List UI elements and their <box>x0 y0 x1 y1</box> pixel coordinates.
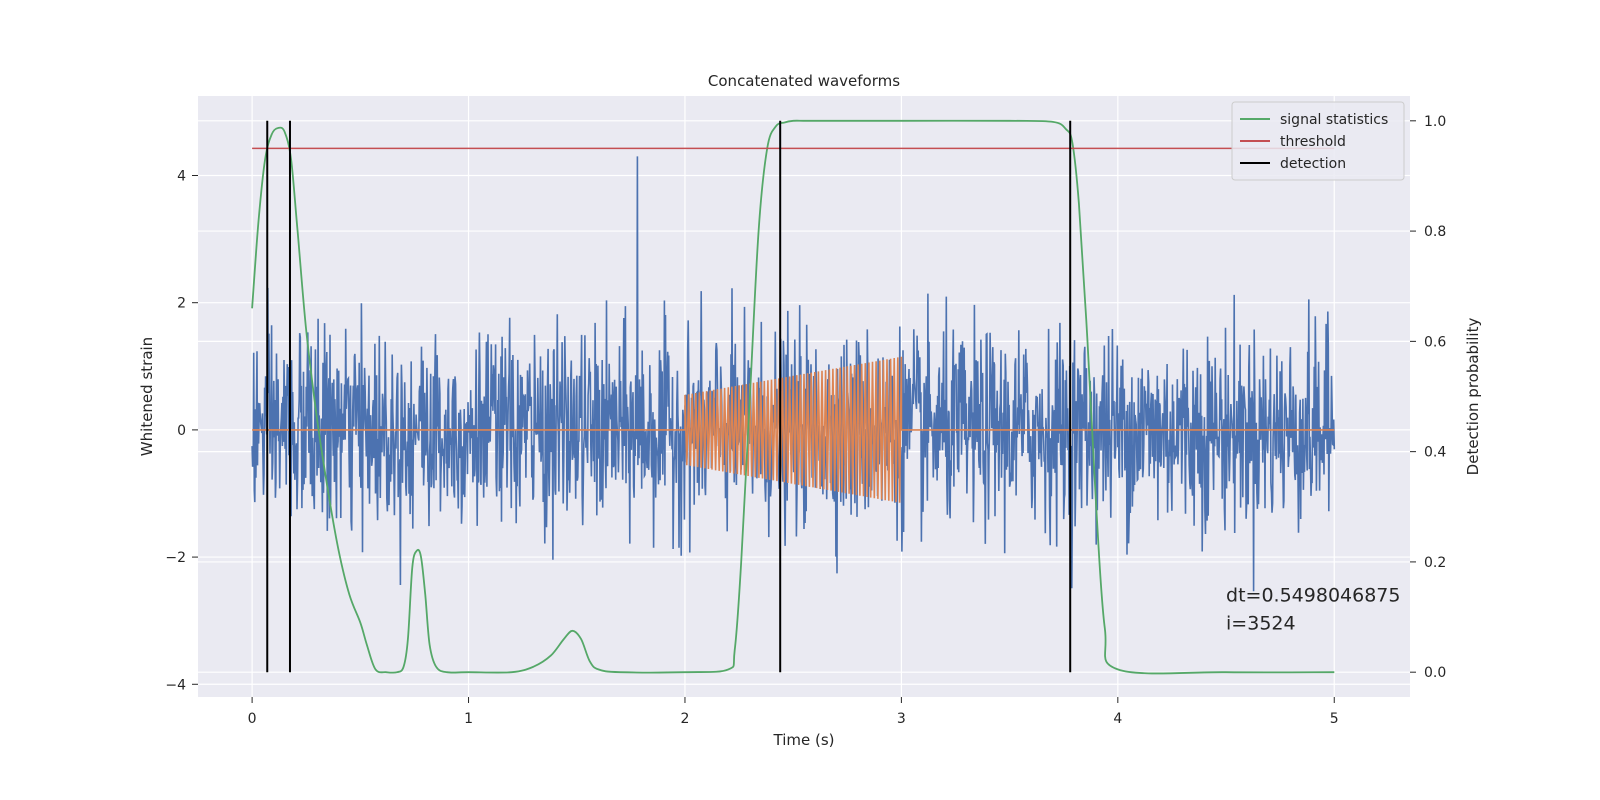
data-layer <box>251 119 1336 675</box>
legend-label: detection <box>1280 156 1346 172</box>
axes: 0 1 2 3 4 5 −4 −2 0 2 4 0.0 0.2 0.4 0.6 0.8 1.0 <box>165 114 1446 727</box>
x-tick-label: 4 <box>1113 711 1122 727</box>
whitened-strain-line <box>251 156 1336 592</box>
y2-tick-label: 0.4 <box>1424 445 1446 461</box>
legend-label: threshold <box>1280 134 1346 150</box>
gridlines <box>198 96 1410 697</box>
y-tick-label: 2 <box>177 296 186 312</box>
x-tick-label: 3 <box>897 711 906 727</box>
y2-tick-label: 0.6 <box>1424 334 1446 350</box>
x-tick-label: 5 <box>1330 711 1339 727</box>
x-tick-label: 1 <box>464 711 473 727</box>
y2-tick-label: 0.8 <box>1424 224 1446 240</box>
annotation-line: i=3524 <box>1226 613 1296 635</box>
y2-tick-label: 0.0 <box>1424 665 1446 681</box>
legend-label: signal statistics <box>1280 112 1388 128</box>
y-tick-label: 4 <box>177 168 186 184</box>
y2-tick-label: 0.2 <box>1424 555 1446 571</box>
template-waveform-line <box>252 356 1335 503</box>
annotation: dt=0.5498046875 i=3524 <box>1226 585 1400 635</box>
annotation-line: dt=0.5498046875 <box>1226 585 1400 607</box>
chart-title: Concatenated waveforms <box>708 72 900 90</box>
y2-tick-label: 1.0 <box>1424 114 1446 130</box>
legend-box <box>1231 101 1405 181</box>
signal-statistics-line <box>251 119 1335 675</box>
y-tick-label: 0 <box>177 423 186 439</box>
y-axis-label: Whitened strain <box>138 337 156 456</box>
x-tick-label: 2 <box>681 711 690 727</box>
legend: signal statistics threshold detection <box>1231 101 1405 181</box>
x-axis-label: Time (s) <box>773 731 835 749</box>
y-tick-label: −2 <box>165 550 186 566</box>
x-tick-label: 0 <box>248 711 257 727</box>
y-tick-label: −4 <box>165 677 186 693</box>
y2-axis-label: Detection probability <box>1464 318 1482 476</box>
